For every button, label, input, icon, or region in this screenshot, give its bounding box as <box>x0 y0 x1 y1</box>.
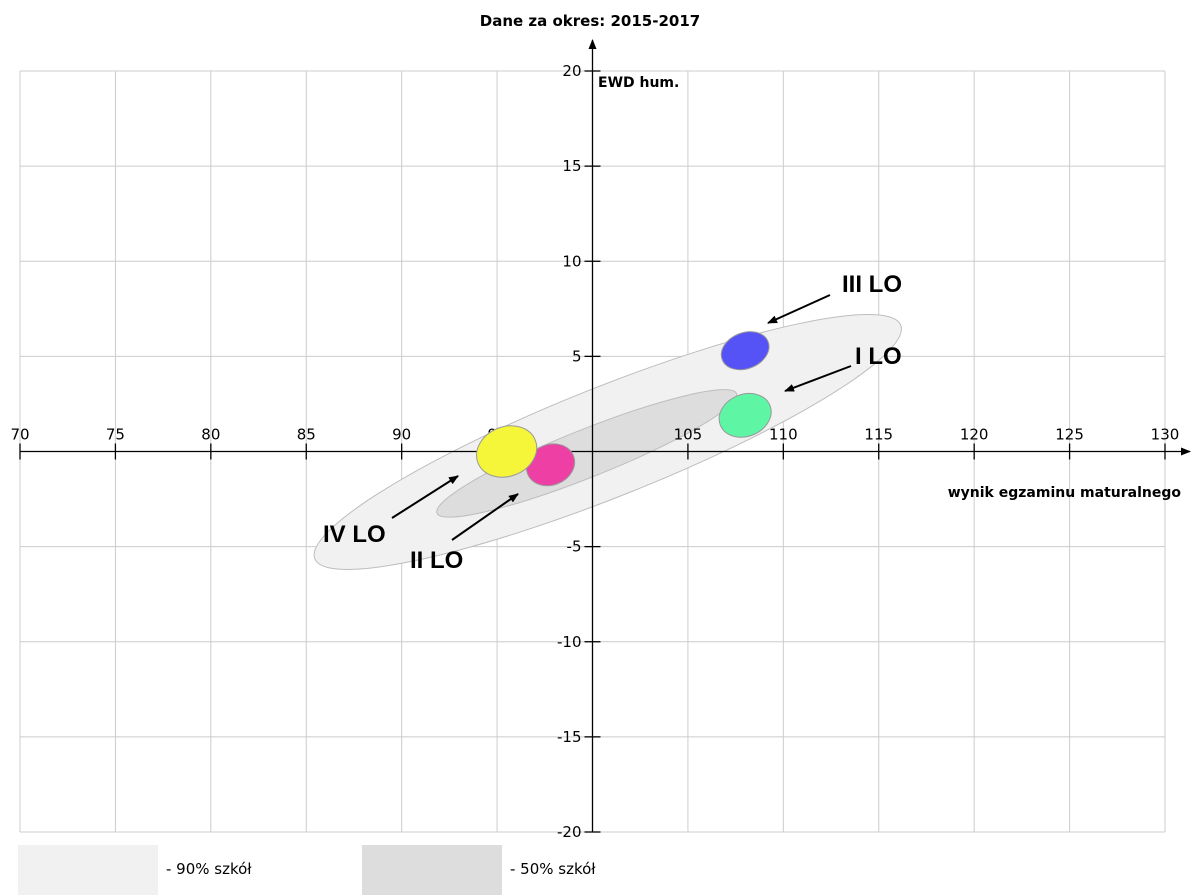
y-tick-label: 5 <box>572 347 582 365</box>
label-ii-lo: II LO <box>410 547 463 574</box>
x-tick-label: 70 <box>10 426 29 444</box>
chart-title: Dane za okres: 2015-2017 <box>480 12 700 30</box>
region-50-percent <box>436 389 738 518</box>
x-tick-label: 90 <box>392 426 411 444</box>
arrow-iv-lo <box>391 475 459 519</box>
legend-label-50: - 50% szkół <box>510 860 596 878</box>
label-iii-lo: III LO <box>842 271 902 298</box>
school-points <box>476 331 772 487</box>
arrow-iii-lo <box>767 294 831 324</box>
point-iv-lo <box>476 425 538 478</box>
legend-swatch-90 <box>18 845 158 895</box>
x-tick-label: 115 <box>864 426 893 444</box>
y-tick-label: 10 <box>562 252 581 270</box>
x-tick-label: 80 <box>201 426 220 444</box>
distribution-regions <box>313 314 902 570</box>
x-tick-label: 130 <box>1151 426 1180 444</box>
y-tick-label: -10 <box>557 633 582 651</box>
legend-swatch-50 <box>362 845 502 895</box>
x-tick-label: 105 <box>674 426 703 444</box>
y-tick-label: 15 <box>562 157 581 175</box>
x-tick-label: 110 <box>769 426 798 444</box>
label-i-lo: I LO <box>855 343 902 370</box>
point-iii-lo <box>720 331 770 371</box>
x-axis-label: wynik egzaminu maturalnego <box>948 485 1182 501</box>
school-annotations: I LO II LO III LO IV LO <box>323 271 902 574</box>
y-tick-label: -15 <box>557 728 582 746</box>
label-iv-lo: IV LO <box>323 521 386 548</box>
point-i-lo <box>718 392 772 438</box>
legend-label-90: - 90% szkół <box>166 860 252 878</box>
x-tick-label: 120 <box>960 426 989 444</box>
x-tick-label: 125 <box>1055 426 1084 444</box>
arrow-ii-lo <box>451 493 519 541</box>
y-axis-label: EWD hum. <box>598 75 679 91</box>
x-tick-label: 85 <box>297 426 316 444</box>
y-tick-label: 20 <box>562 62 581 80</box>
y-tick-label: -5 <box>567 538 582 556</box>
point-ii-lo <box>525 443 576 487</box>
axes: 7075808590951051101151201251302015105-5-… <box>10 39 1191 841</box>
y-tick-label: -20 <box>557 823 582 841</box>
legend: - 90% szkół - 50% szkół <box>18 845 596 895</box>
x-tick-label: 75 <box>106 426 125 444</box>
arrow-i-lo <box>784 365 852 392</box>
